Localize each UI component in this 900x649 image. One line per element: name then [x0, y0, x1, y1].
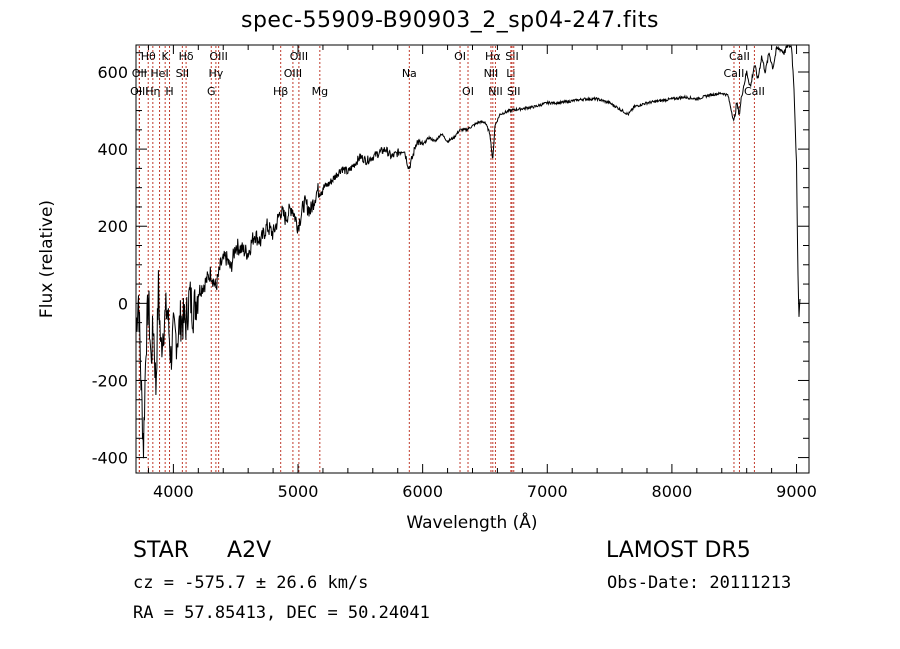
line-label: SII	[507, 85, 520, 98]
object-class: STAR A2V	[133, 538, 271, 563]
line-label: CaII	[724, 67, 745, 80]
line-label: Mg	[312, 85, 328, 98]
line-label: SII	[176, 67, 189, 80]
y-tick-label: -400	[92, 449, 128, 468]
line-label: Hα	[485, 50, 501, 63]
line-label: Hη	[145, 85, 160, 98]
line-label: Li	[506, 67, 515, 80]
plot-frame	[135, 44, 810, 474]
line-label: OI	[454, 50, 466, 63]
x-tick-label: 6000	[402, 482, 443, 501]
object-subclass: A2V	[227, 538, 272, 563]
line-label: OII	[132, 67, 147, 80]
object-type: STAR	[133, 538, 190, 563]
line-label: Hγ	[208, 67, 223, 80]
line-label: SII	[505, 50, 518, 63]
line-label: HeI	[150, 67, 168, 80]
line-label: H	[165, 85, 173, 98]
line-label: OIII	[290, 50, 308, 63]
line-label: OIII	[284, 67, 302, 80]
line-label: Hθ	[141, 50, 156, 63]
survey-name: LAMOST DR5	[606, 538, 751, 563]
chart-title: spec-55909-B90903_2_sp04-247.fits	[241, 8, 659, 33]
line-label: Na	[402, 67, 417, 80]
axis-ticks	[136, 45, 809, 473]
x-tick-label: 7000	[527, 482, 568, 501]
line-label: CaII	[729, 50, 750, 63]
y-tick-label: 200	[97, 217, 128, 236]
obs-date: Obs-Date: 20111213	[607, 573, 792, 593]
y-axis-label: Flux (relative)	[37, 200, 57, 318]
y-tick-label: 0	[118, 294, 128, 313]
spectrum-line	[135, 44, 801, 459]
line-label: OIII	[209, 50, 227, 63]
redshift-cz: cz = -575.7 ± 26.6 km/s	[133, 573, 369, 593]
line-label: K	[162, 50, 170, 63]
line-label: OI	[462, 85, 474, 98]
line-label: NII	[488, 85, 503, 98]
line-label: Hδ	[179, 50, 194, 63]
line-label: NII	[484, 67, 499, 80]
x-tick-label: 8000	[652, 482, 693, 501]
line-label: G	[207, 85, 216, 98]
x-tick-label: 4000	[153, 482, 194, 501]
x-axis-label: Wavelength (Å)	[406, 511, 537, 533]
y-tick-label: -200	[92, 371, 128, 390]
line-label: CaII	[744, 85, 765, 98]
y-tick-label: 600	[97, 63, 128, 82]
spectral-lines: HθOIIOIIIHηHeIKHSIIHδGOIIIHγHβOIIIOIIIMg…	[130, 46, 765, 472]
y-tick-label: 400	[97, 140, 128, 159]
tick-labels: 4000 5000 6000 7000 8000 9000 -400 -200 0 200 400 6…	[92, 63, 817, 501]
x-tick-label: 5000	[278, 482, 319, 501]
ra-dec: RA = 57.85413, DEC = 50.24041	[133, 603, 430, 623]
line-label: Hβ	[273, 85, 288, 98]
x-tick-label: 9000	[776, 482, 817, 501]
